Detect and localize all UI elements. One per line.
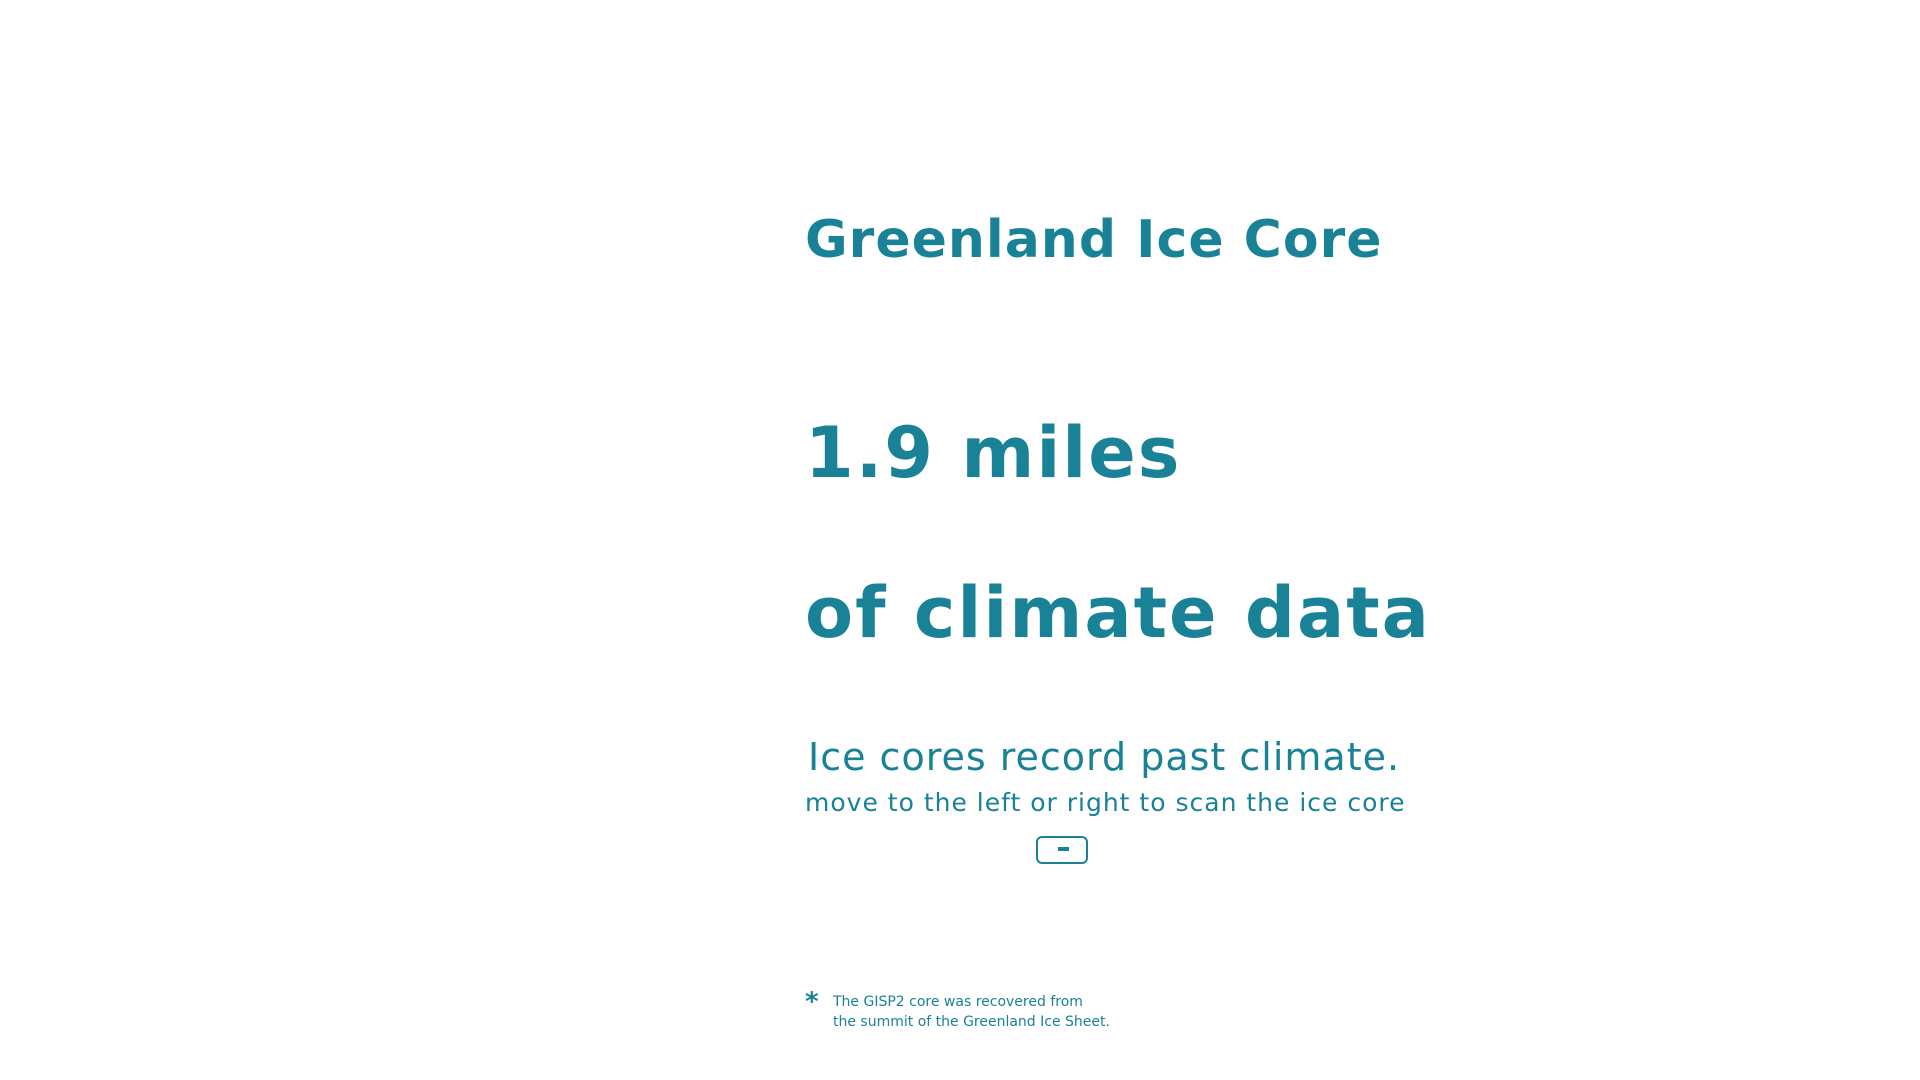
intro-subtitle: Ice cores record past climate. — [808, 735, 1401, 779]
scan-slider-handle[interactable] — [1036, 836, 1088, 864]
footnote-text: The GISP2 core was recovered from the su… — [833, 992, 1110, 1032]
scan-instruction: move to the left or right to scan the ic… — [805, 788, 1406, 817]
footnote: * The GISP2 core was recovered from the … — [805, 987, 1110, 1032]
footnote-line: the summit of the Greenland Ice Sheet. — [833, 1014, 1110, 1030]
footnote-line: The GISP2 core was recovered from — [833, 994, 1083, 1010]
grip-icon — [1058, 847, 1069, 851]
hero-stat-caption: of climate data — [805, 572, 1431, 654]
page-title: Greenland Ice Core — [805, 210, 1383, 270]
asterisk-icon: * — [805, 987, 819, 1017]
hero-stat-line: 1.9 miles — [805, 412, 1182, 494]
